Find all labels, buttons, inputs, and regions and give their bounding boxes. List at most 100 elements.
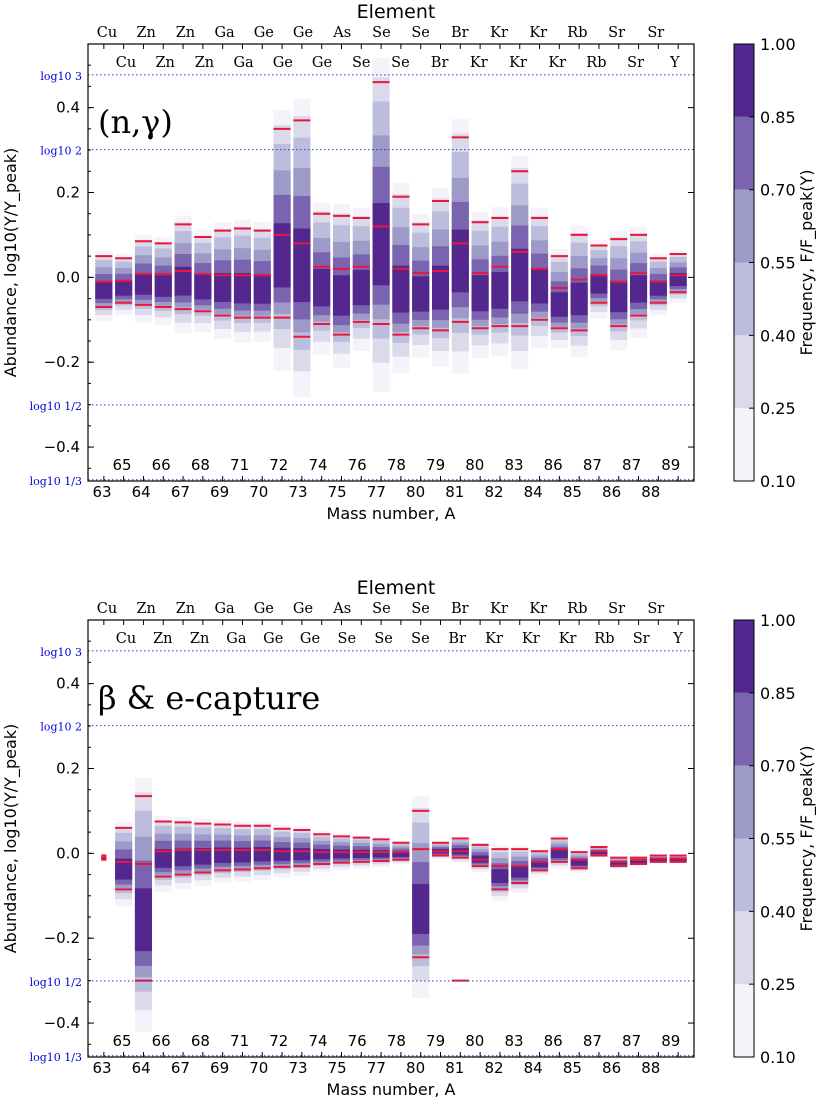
panel-annotation: β & e-capture <box>98 679 320 717</box>
frequency-band <box>115 280 133 296</box>
mass-number-label: 66 <box>152 456 171 474</box>
mass-number-label: 86 <box>602 483 621 501</box>
element-label: Kr <box>509 55 527 71</box>
mass-number-label: 80 <box>406 483 425 501</box>
mass-number-label: 63 <box>92 1059 111 1077</box>
frequency-band <box>174 848 192 867</box>
frequency-band <box>214 273 232 302</box>
y-tick-label: −0.2 <box>44 929 80 947</box>
isotope-column <box>471 842 489 873</box>
element-label: Sr <box>647 601 664 617</box>
y-tick-label: 0.4 <box>56 99 80 117</box>
y-tick-label: −0.2 <box>44 353 80 371</box>
colorbar: 0.10 0.25 0.40 0.55 0.70 0.85 1.00 Frequency, F… <box>733 35 817 491</box>
mass-number-label: 64 <box>132 1059 151 1077</box>
element-label: Se <box>411 25 430 41</box>
colorbar-segment <box>734 335 754 409</box>
mass-number-label: 80 <box>465 456 484 474</box>
reference-label: log10 3 <box>40 646 82 659</box>
element-label: Kr <box>522 631 540 647</box>
isotope-column <box>332 203 351 368</box>
mass-number-label: 82 <box>484 483 503 501</box>
colorbar-segment <box>734 620 754 693</box>
element-label: Zn <box>153 631 172 647</box>
isotope-column <box>233 219 251 343</box>
frequency-band <box>550 292 568 317</box>
isotope-column <box>570 850 588 873</box>
colorbar-segment <box>734 911 754 985</box>
reference-label: log10 2 <box>40 721 82 734</box>
colorbar-segment <box>734 838 754 912</box>
element-label: Zn <box>136 601 155 617</box>
isotope-column <box>412 213 430 358</box>
mass-number-label: 72 <box>269 1032 288 1050</box>
plot-frame <box>87 619 695 1058</box>
mass-number-label: 75 <box>328 483 347 501</box>
isotope-column <box>134 777 152 1033</box>
isotope-column <box>134 234 152 323</box>
isotope-column <box>352 207 370 352</box>
frequency-band <box>332 849 351 859</box>
isotope-column <box>550 836 568 869</box>
reference-label: log10 1/3 <box>30 1051 82 1064</box>
element-label: Se <box>372 601 391 617</box>
element-label: Zn <box>176 25 195 41</box>
frequency-band <box>451 229 469 293</box>
reference-label: log10 1/3 <box>30 475 82 488</box>
colorbar-segment <box>734 262 754 336</box>
element-label: Cu <box>116 631 136 647</box>
isotope-column <box>431 188 450 367</box>
reference-label: log10 3 <box>40 70 82 83</box>
frequency-band <box>610 861 628 865</box>
frequency-band <box>431 265 450 310</box>
element-label: Se <box>391 55 410 71</box>
mass-number-label: 65 <box>112 456 131 474</box>
y-axis-label: Abundance, log10(Y/Y_peak) <box>1 724 21 954</box>
mass-number-label: 86 <box>602 1059 621 1077</box>
isotope-column <box>590 239 608 319</box>
y-tick-label: 0.0 <box>56 268 80 286</box>
element-label: Se <box>372 25 391 41</box>
frequency-band <box>531 860 549 868</box>
colorbar-tick-label: 0.25 <box>760 975 796 994</box>
mass-number-label: 76 <box>348 1032 367 1050</box>
isotope-column <box>630 226 648 339</box>
mass-number-label: 86 <box>544 456 563 474</box>
colorbar-tick-label: 0.70 <box>760 181 796 200</box>
top-axis-title: Element <box>357 577 436 599</box>
colorbar-segment <box>734 765 754 839</box>
element-label: Kr <box>485 631 503 647</box>
isotope-column <box>511 845 529 893</box>
mass-number-label: 81 <box>445 1059 464 1077</box>
reference-label: log10 1/2 <box>30 976 82 989</box>
element-label: Sr <box>608 601 625 617</box>
isotope-column <box>531 207 549 349</box>
isotope-column <box>174 817 192 890</box>
element-label: Ga <box>226 631 247 647</box>
mass-number-label: 84 <box>524 483 543 501</box>
frequency-band <box>511 866 529 878</box>
isotope-column <box>392 182 410 374</box>
reference-label: log10 2 <box>40 145 82 158</box>
x-axis-label: Mass number, A <box>327 504 456 523</box>
isotope-column <box>313 831 331 873</box>
frequency-band <box>233 847 251 863</box>
mass-number-label: 87 <box>622 1032 641 1050</box>
mass-number-label: 65 <box>112 1032 131 1050</box>
element-label: Kr <box>490 25 508 41</box>
colorbar-tick-label: 0.55 <box>760 830 796 849</box>
frequency-band <box>115 858 133 880</box>
isotope-column <box>550 248 568 349</box>
element-label: Se <box>411 601 430 617</box>
mass-number-label: 67 <box>171 1059 190 1077</box>
isotope-column <box>392 841 410 865</box>
panel-n-gamma: log10 3 log10 2 log10 1/2 log10 1/3 0.4 0.2 0.… <box>1 1 817 523</box>
isotope-column <box>194 818 212 887</box>
mass-number-label: 76 <box>348 456 367 474</box>
mass-number-label: 75 <box>328 1059 347 1077</box>
element-label: Se <box>411 631 430 647</box>
isotope-column <box>101 854 107 861</box>
mass-number-label: 82 <box>484 1059 503 1077</box>
isotope-column <box>649 253 667 316</box>
frequency-band <box>293 848 311 861</box>
